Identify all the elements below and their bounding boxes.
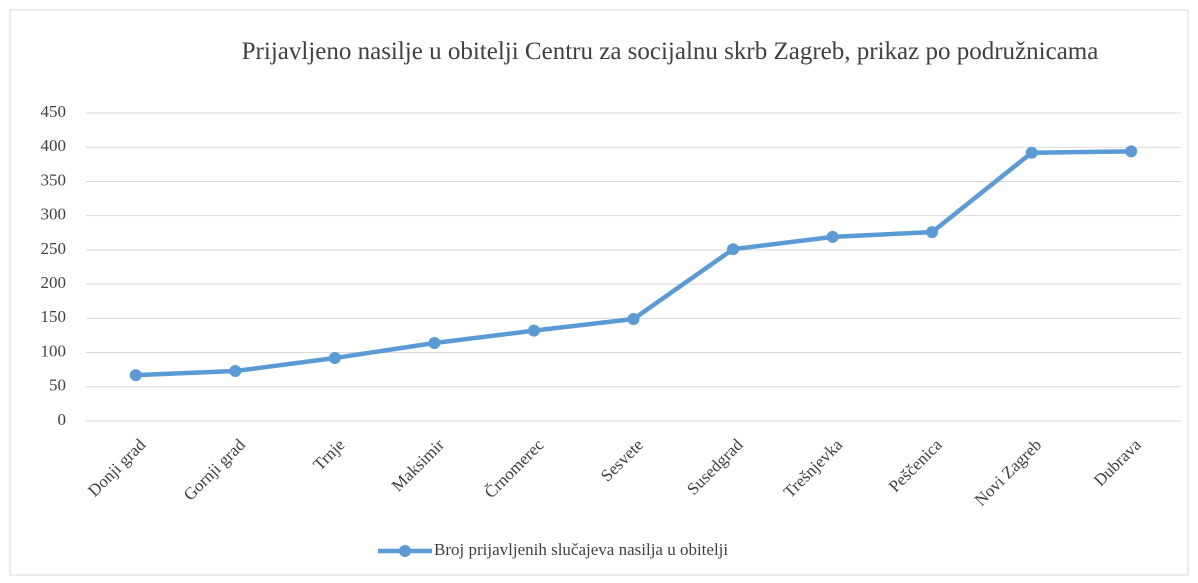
- marker: [727, 243, 740, 256]
- marker: [627, 313, 640, 326]
- marker: [826, 230, 839, 243]
- y-tick-label: 200: [41, 273, 67, 292]
- y-tick-label: 150: [41, 307, 67, 326]
- chart-border: [9, 9, 1189, 576]
- y-tick-label: 100: [41, 341, 67, 360]
- y-tick-label: 50: [49, 376, 66, 395]
- chart-title: Prijavljeno nasilje u obitelji Centru za…: [241, 38, 1099, 65]
- y-tick-label: 0: [58, 410, 67, 429]
- marker: [428, 336, 441, 349]
- y-tick-label: 450: [41, 102, 67, 121]
- legend-marker: [399, 545, 411, 557]
- marker: [328, 352, 341, 365]
- y-tick-label: 350: [41, 170, 67, 189]
- marker: [229, 365, 242, 378]
- y-tick-label: 400: [41, 136, 67, 155]
- marker: [1125, 145, 1138, 158]
- marker: [926, 226, 939, 239]
- marker: [129, 369, 142, 382]
- y-tick-label: 300: [41, 205, 67, 224]
- marker: [527, 324, 540, 337]
- y-tick-label: 250: [41, 239, 67, 258]
- legend-label: Broj prijavljenih slučajeva nasilja u ob…: [434, 540, 728, 559]
- marker: [1025, 146, 1038, 159]
